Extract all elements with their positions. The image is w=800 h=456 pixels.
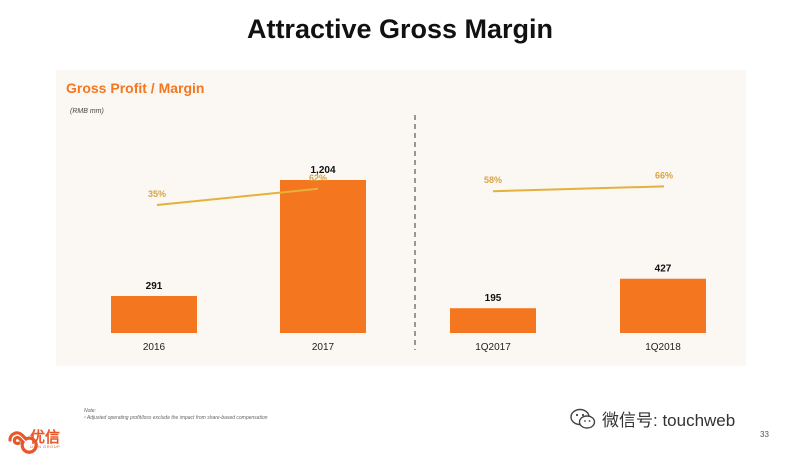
panel-title: Gross Profit / Margin xyxy=(66,80,205,96)
watermark: 微信号: touchweb xyxy=(570,406,735,431)
bar-value-label-1Q2017: 195 xyxy=(485,293,502,304)
bar-1Q2018 xyxy=(620,278,706,333)
logo-subtext: UXIN GROUP xyxy=(30,444,61,449)
bar-value-label-2017: 1,204 xyxy=(310,165,335,176)
slide-title: Attractive Gross Margin xyxy=(246,14,554,44)
margin-line-annual xyxy=(156,187,319,206)
wechat-icon xyxy=(570,408,596,429)
margin-line-quarterly xyxy=(492,185,665,193)
footnote-label: Note: xyxy=(84,408,96,414)
page-number: 33 xyxy=(760,430,769,439)
uxin-logo-icon xyxy=(8,431,38,454)
category-label-1Q2018: 1Q2018 xyxy=(645,342,681,353)
bar-1Q2017 xyxy=(450,308,536,333)
category-label-1Q2017: 1Q2017 xyxy=(475,342,511,353)
footnote-text: ¹ Adjusted operating profit/loss exclude… xyxy=(84,415,268,421)
margin-label-1Q2018: 66% xyxy=(655,170,673,180)
logo-text: 优信 xyxy=(30,429,61,446)
bar-2016 xyxy=(111,296,197,333)
category-label-2016: 2016 xyxy=(143,342,166,353)
margin-label-2016: 35% xyxy=(148,189,166,199)
bar-value-label-2016: 291 xyxy=(146,281,163,292)
margin-label-2017: 62% xyxy=(309,173,327,183)
bar-value-label-1Q2018: 427 xyxy=(655,264,672,275)
unit-label: (RMB mm) xyxy=(70,108,104,115)
category-label-2017: 2017 xyxy=(312,342,335,353)
bar-2017 xyxy=(280,180,366,333)
watermark-text: 微信号: touchweb xyxy=(602,411,736,430)
margin-label-1Q2017: 58% xyxy=(484,175,502,185)
